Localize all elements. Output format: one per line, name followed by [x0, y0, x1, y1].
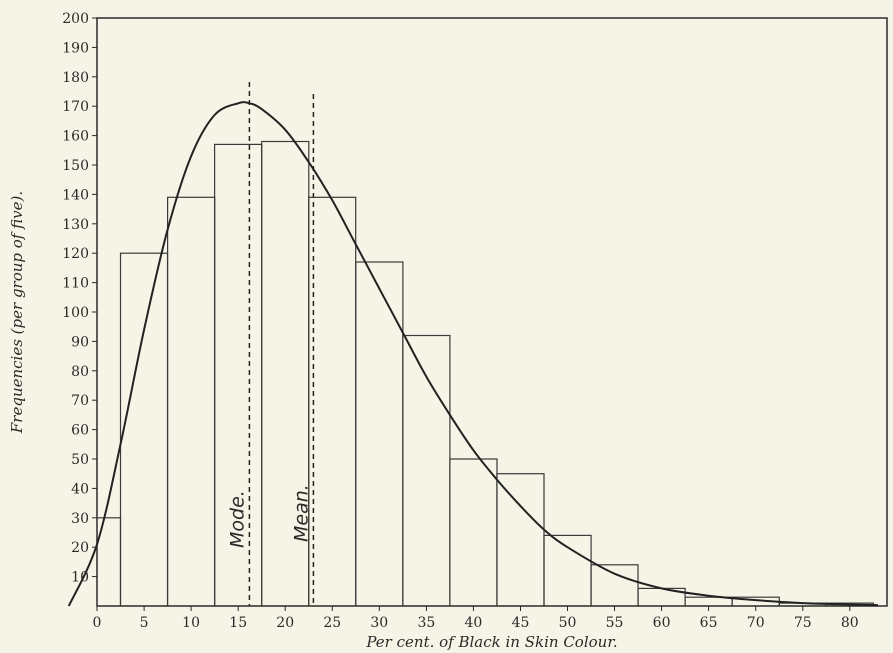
- plot-frame: [96, 17, 888, 607]
- x-axis-title: Per cent. of Black in Skin Colour.: [365, 633, 617, 651]
- x-tick-label-25: 25: [323, 615, 341, 631]
- bar-30: [355, 261, 404, 607]
- y-tick-label-110: 110: [62, 276, 89, 292]
- x-tick-label-80: 80: [841, 615, 859, 631]
- bar-10: [167, 196, 216, 607]
- y-tick-label-80: 80: [71, 364, 89, 380]
- x-tick-label-50: 50: [559, 615, 577, 631]
- y-tick-label-10: 10: [71, 570, 89, 586]
- y-axis-title: Frequencies (per group of five).: [8, 191, 26, 434]
- y-tick-label-200: 200: [62, 11, 89, 27]
- x-tick-label-45: 45: [512, 615, 530, 631]
- y-tick-label-20: 20: [71, 540, 89, 556]
- fitted-curve: [67, 101, 879, 607]
- y-tick-label-170: 170: [62, 99, 89, 115]
- x-tick-label-35: 35: [417, 615, 435, 631]
- mean-label: Mean.: [290, 484, 312, 542]
- bar-5: [119, 252, 169, 607]
- x-tick-label-65: 65: [700, 615, 718, 631]
- bar-65: [684, 596, 733, 607]
- bar-50: [543, 534, 592, 607]
- x-tick-label-70: 70: [747, 615, 765, 631]
- x-tick-label-75: 75: [794, 615, 812, 631]
- y-tick-label-160: 160: [62, 129, 89, 145]
- bar-45: [496, 473, 545, 607]
- x-tick-label-40: 40: [464, 615, 482, 631]
- y-tick-label-60: 60: [71, 423, 89, 439]
- bar-40: [449, 458, 498, 607]
- x-tick-label-55: 55: [606, 615, 624, 631]
- y-axis-ticks: 10 20 30 40 50 60 70 80 90 100 110 120 130 140 150 160 1…: [62, 11, 97, 586]
- x-tick-label-30: 30: [370, 615, 388, 631]
- mode-label: Mode.: [226, 490, 248, 548]
- y-tick-label-40: 40: [71, 481, 89, 497]
- y-tick-label-70: 70: [71, 393, 89, 409]
- y-tick-label-120: 120: [62, 246, 89, 262]
- bar-55: [590, 564, 639, 607]
- x-tick-label-20: 20: [276, 615, 294, 631]
- y-tick-label-190: 190: [62, 40, 89, 56]
- reference-lines: Mode. Mean.: [226, 82, 315, 606]
- y-tick-label-150: 150: [62, 158, 89, 174]
- y-tick-label-30: 30: [71, 511, 89, 527]
- y-tick-label-180: 180: [62, 70, 89, 86]
- y-tick-label-50: 50: [71, 452, 89, 468]
- bar-25: [308, 196, 357, 607]
- y-tick-label-100: 100: [62, 305, 89, 321]
- y-tick-label-130: 130: [62, 217, 89, 233]
- histogram-bars: [96, 140, 874, 607]
- x-tick-label-10: 10: [182, 615, 200, 631]
- x-axis-ticks: 0 5 10 15 20 25 30 35 40 45 50 55 60 65 70 75 80: [93, 606, 859, 631]
- x-tick-label-60: 60: [653, 615, 671, 631]
- x-tick-label-0: 0: [93, 615, 102, 631]
- y-tick-label-140: 140: [62, 187, 89, 203]
- y-tick-label-90: 90: [71, 334, 89, 350]
- x-tick-label-15: 15: [229, 615, 247, 631]
- x-tick-label-5: 5: [140, 615, 149, 631]
